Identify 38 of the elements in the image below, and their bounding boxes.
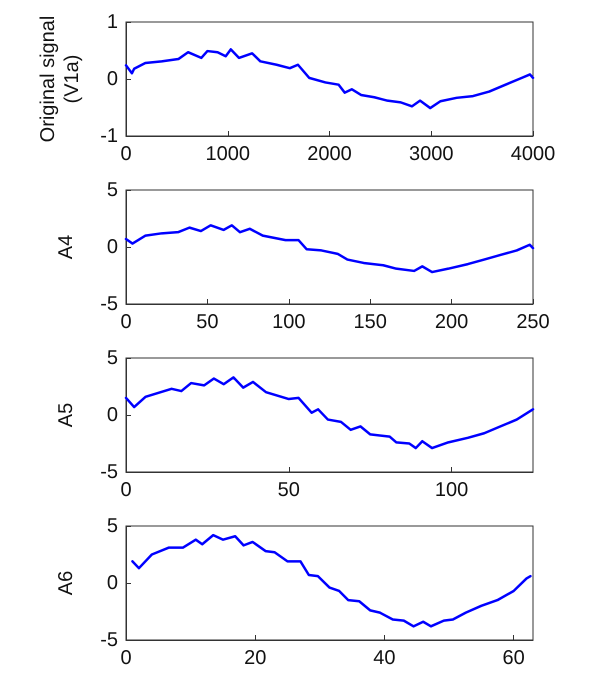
y-axis-title: A6 — [55, 570, 77, 596]
y-axis-title: A5 — [55, 402, 77, 428]
y-tick-label: -5 — [100, 293, 118, 315]
y-axis-title: A4 — [55, 234, 77, 260]
x-tick-label: 250 — [516, 311, 550, 333]
x-tick-label: 50 — [278, 479, 300, 501]
line-series — [124, 48, 534, 110]
x-tick-label: 1000 — [206, 143, 250, 165]
y-tick-label: 0 — [106, 404, 118, 426]
x-tick-label: 0 — [120, 311, 132, 333]
x-tick-label: 0 — [120, 479, 132, 501]
x-tick-label: 3000 — [409, 143, 454, 165]
y-tick-label: 5 — [106, 179, 118, 201]
y-tick-label: 0 — [106, 572, 118, 594]
line-series — [124, 376, 534, 450]
y-tick-label: 1 — [106, 11, 118, 33]
y-tick-label: -5 — [100, 461, 118, 483]
x-tick-label: 40 — [373, 647, 396, 669]
x-tick-label: 4000 — [510, 143, 556, 165]
line-series — [131, 534, 532, 628]
line-series — [124, 224, 534, 274]
y-tick-label: 0 — [106, 68, 118, 90]
x-tick-label: 60 — [502, 647, 525, 669]
x-tick-label: 2000 — [307, 143, 352, 165]
x-tick-label: 0 — [120, 143, 132, 165]
y-tick-label: -1 — [100, 125, 118, 147]
x-tick-label: 20 — [244, 647, 266, 669]
y-tick-label: 5 — [106, 515, 118, 537]
x-tick-label: 200 — [434, 311, 468, 333]
x-tick-label: 50 — [196, 311, 219, 333]
y-axis-title: Original signal (V1a) — [37, 16, 83, 142]
y-tick-label: 0 — [106, 236, 118, 258]
x-tick-label: 100 — [272, 311, 306, 333]
x-tick-label: 150 — [354, 311, 387, 333]
x-tick-label: 0 — [120, 647, 132, 669]
y-tick-label: -5 — [100, 629, 118, 651]
y-tick-label: 5 — [106, 347, 118, 369]
x-tick-label: 100 — [434, 479, 468, 501]
